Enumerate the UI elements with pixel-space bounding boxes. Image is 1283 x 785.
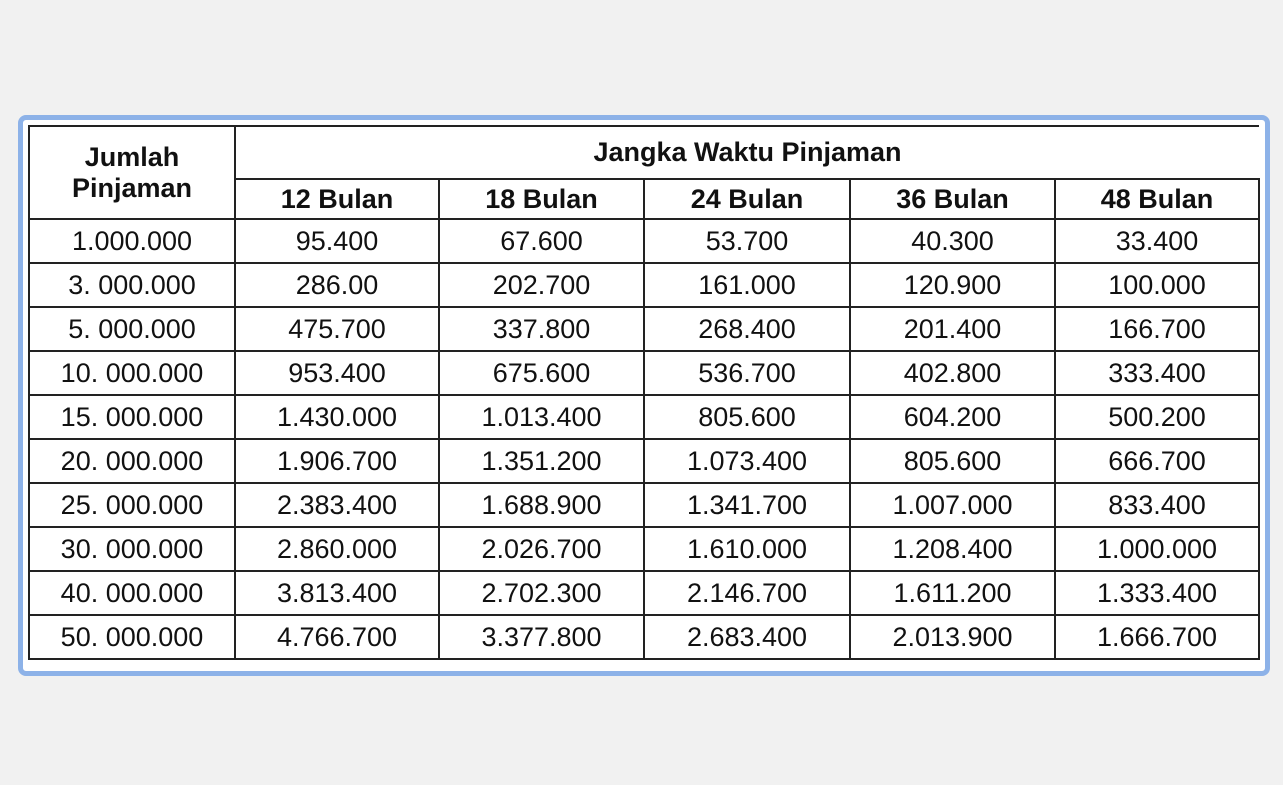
installment-cell: 536.700 bbox=[643, 350, 851, 396]
table-row: 40. 000.000 3.813.400 2.702.300 2.146.700 1.… bbox=[28, 570, 1260, 616]
installment-cell: 2.383.400 bbox=[234, 482, 440, 528]
installment-cell: 475.700 bbox=[234, 306, 440, 352]
row-header-line: Pinjaman bbox=[71, 172, 193, 203]
installment-cell: 286.00 bbox=[234, 262, 440, 308]
installment-cell: 1.906.700 bbox=[234, 438, 440, 484]
installment-cell: 53.700 bbox=[643, 218, 851, 264]
table-row: 10. 000.000 953.400 675.600 536.700 402.800 3… bbox=[28, 350, 1260, 396]
installment-cell: 1.007.000 bbox=[849, 482, 1056, 528]
loan-installment-table: Jumlah Pinjaman Jangka Waktu Pinjaman 12… bbox=[28, 125, 1260, 660]
installment-cell: 1.333.400 bbox=[1054, 570, 1260, 616]
installment-cell: 1.610.000 bbox=[643, 526, 851, 572]
table-row: 5. 000.000 475.700 337.800 268.400 201.400 16… bbox=[28, 306, 1260, 352]
installment-cell: 805.600 bbox=[849, 438, 1056, 484]
installment-cell: 402.800 bbox=[849, 350, 1056, 396]
installment-cell: 40.300 bbox=[849, 218, 1056, 264]
table-row: 3. 000.000 286.00 202.700 161.000 120.900 100… bbox=[28, 262, 1260, 308]
column-header: 36 Bulan bbox=[849, 178, 1056, 220]
loan-amount-cell: 25. 000.000 bbox=[28, 482, 236, 528]
installment-cell: 166.700 bbox=[1054, 306, 1260, 352]
installment-cell: 3.377.800 bbox=[438, 614, 645, 660]
installment-cell: 100.000 bbox=[1054, 262, 1260, 308]
installment-cell: 953.400 bbox=[234, 350, 440, 396]
installment-cell: 2.702.300 bbox=[438, 570, 645, 616]
installment-cell: 1.351.200 bbox=[438, 438, 645, 484]
installment-cell: 201.400 bbox=[849, 306, 1056, 352]
installment-cell: 1.341.700 bbox=[643, 482, 851, 528]
installment-cell: 1.073.400 bbox=[643, 438, 851, 484]
installment-cell: 1.013.400 bbox=[438, 394, 645, 440]
installment-cell: 120.900 bbox=[849, 262, 1056, 308]
column-header: 12 Bulan bbox=[234, 178, 440, 220]
installment-cell: 333.400 bbox=[1054, 350, 1260, 396]
loan-amount-cell: 20. 000.000 bbox=[28, 438, 236, 484]
installment-cell: 604.200 bbox=[849, 394, 1056, 440]
table-row: 50. 000.000 4.766.700 3.377.800 2.683.400 2.… bbox=[28, 614, 1260, 660]
installment-cell: 268.400 bbox=[643, 306, 851, 352]
loan-amount-cell: 50. 000.000 bbox=[28, 614, 236, 660]
installment-cell: 2.683.400 bbox=[643, 614, 851, 660]
installment-cell: 675.600 bbox=[438, 350, 645, 396]
loan-amount-cell: 15. 000.000 bbox=[28, 394, 236, 440]
loan-amount-cell: 5. 000.000 bbox=[28, 306, 236, 352]
row-header: Jumlah Pinjaman bbox=[28, 125, 236, 220]
installment-cell: 161.000 bbox=[643, 262, 851, 308]
installment-cell: 1.000.000 bbox=[1054, 526, 1260, 572]
installment-cell: 337.800 bbox=[438, 306, 645, 352]
installment-cell: 2.146.700 bbox=[643, 570, 851, 616]
loan-amount-cell: 10. 000.000 bbox=[28, 350, 236, 396]
installment-cell: 95.400 bbox=[234, 218, 440, 264]
installment-cell: 2.013.900 bbox=[849, 614, 1056, 660]
table-row: 25. 000.000 2.383.400 1.688.900 1.341.700 1.… bbox=[28, 482, 1260, 528]
group-header: Jangka Waktu Pinjaman bbox=[234, 125, 1259, 180]
installment-cell: 1.666.700 bbox=[1054, 614, 1260, 660]
installment-cell: 1.430.000 bbox=[234, 394, 440, 440]
column-header: 18 Bulan bbox=[438, 178, 645, 220]
loan-amount-cell: 40. 000.000 bbox=[28, 570, 236, 616]
installment-cell: 202.700 bbox=[438, 262, 645, 308]
table-row: 30. 000.000 2.860.000 2.026.700 1.610.000 1.… bbox=[28, 526, 1260, 572]
installment-cell: 666.700 bbox=[1054, 438, 1260, 484]
table-row: 1.000.000 95.400 67.600 53.700 40.300 33.400 bbox=[28, 218, 1260, 264]
installment-cell: 3.813.400 bbox=[234, 570, 440, 616]
column-header: 48 Bulan bbox=[1054, 178, 1260, 220]
table-row: 15. 000.000 1.430.000 1.013.400 805.600 604.… bbox=[28, 394, 1260, 440]
installment-cell: 1.208.400 bbox=[849, 526, 1056, 572]
table-frame: Jumlah Pinjaman Jangka Waktu Pinjaman 12… bbox=[18, 115, 1270, 676]
installment-cell: 33.400 bbox=[1054, 218, 1260, 264]
loan-amount-cell: 1.000.000 bbox=[28, 218, 236, 264]
installment-cell: 67.600 bbox=[438, 218, 645, 264]
table-row: 20. 000.000 1.906.700 1.351.200 1.073.400 80… bbox=[28, 438, 1260, 484]
installment-cell: 1.611.200 bbox=[849, 570, 1056, 616]
installment-cell: 500.200 bbox=[1054, 394, 1260, 440]
installment-cell: 4.766.700 bbox=[234, 614, 440, 660]
installment-cell: 2.026.700 bbox=[438, 526, 645, 572]
installment-cell: 833.400 bbox=[1054, 482, 1260, 528]
installment-cell: 2.860.000 bbox=[234, 526, 440, 572]
loan-amount-cell: 30. 000.000 bbox=[28, 526, 236, 572]
column-header: 24 Bulan bbox=[643, 178, 851, 220]
installment-cell: 1.688.900 bbox=[438, 482, 645, 528]
loan-amount-cell: 3. 000.000 bbox=[28, 262, 236, 308]
row-header-line: Jumlah bbox=[84, 141, 180, 172]
installment-cell: 805.600 bbox=[643, 394, 851, 440]
